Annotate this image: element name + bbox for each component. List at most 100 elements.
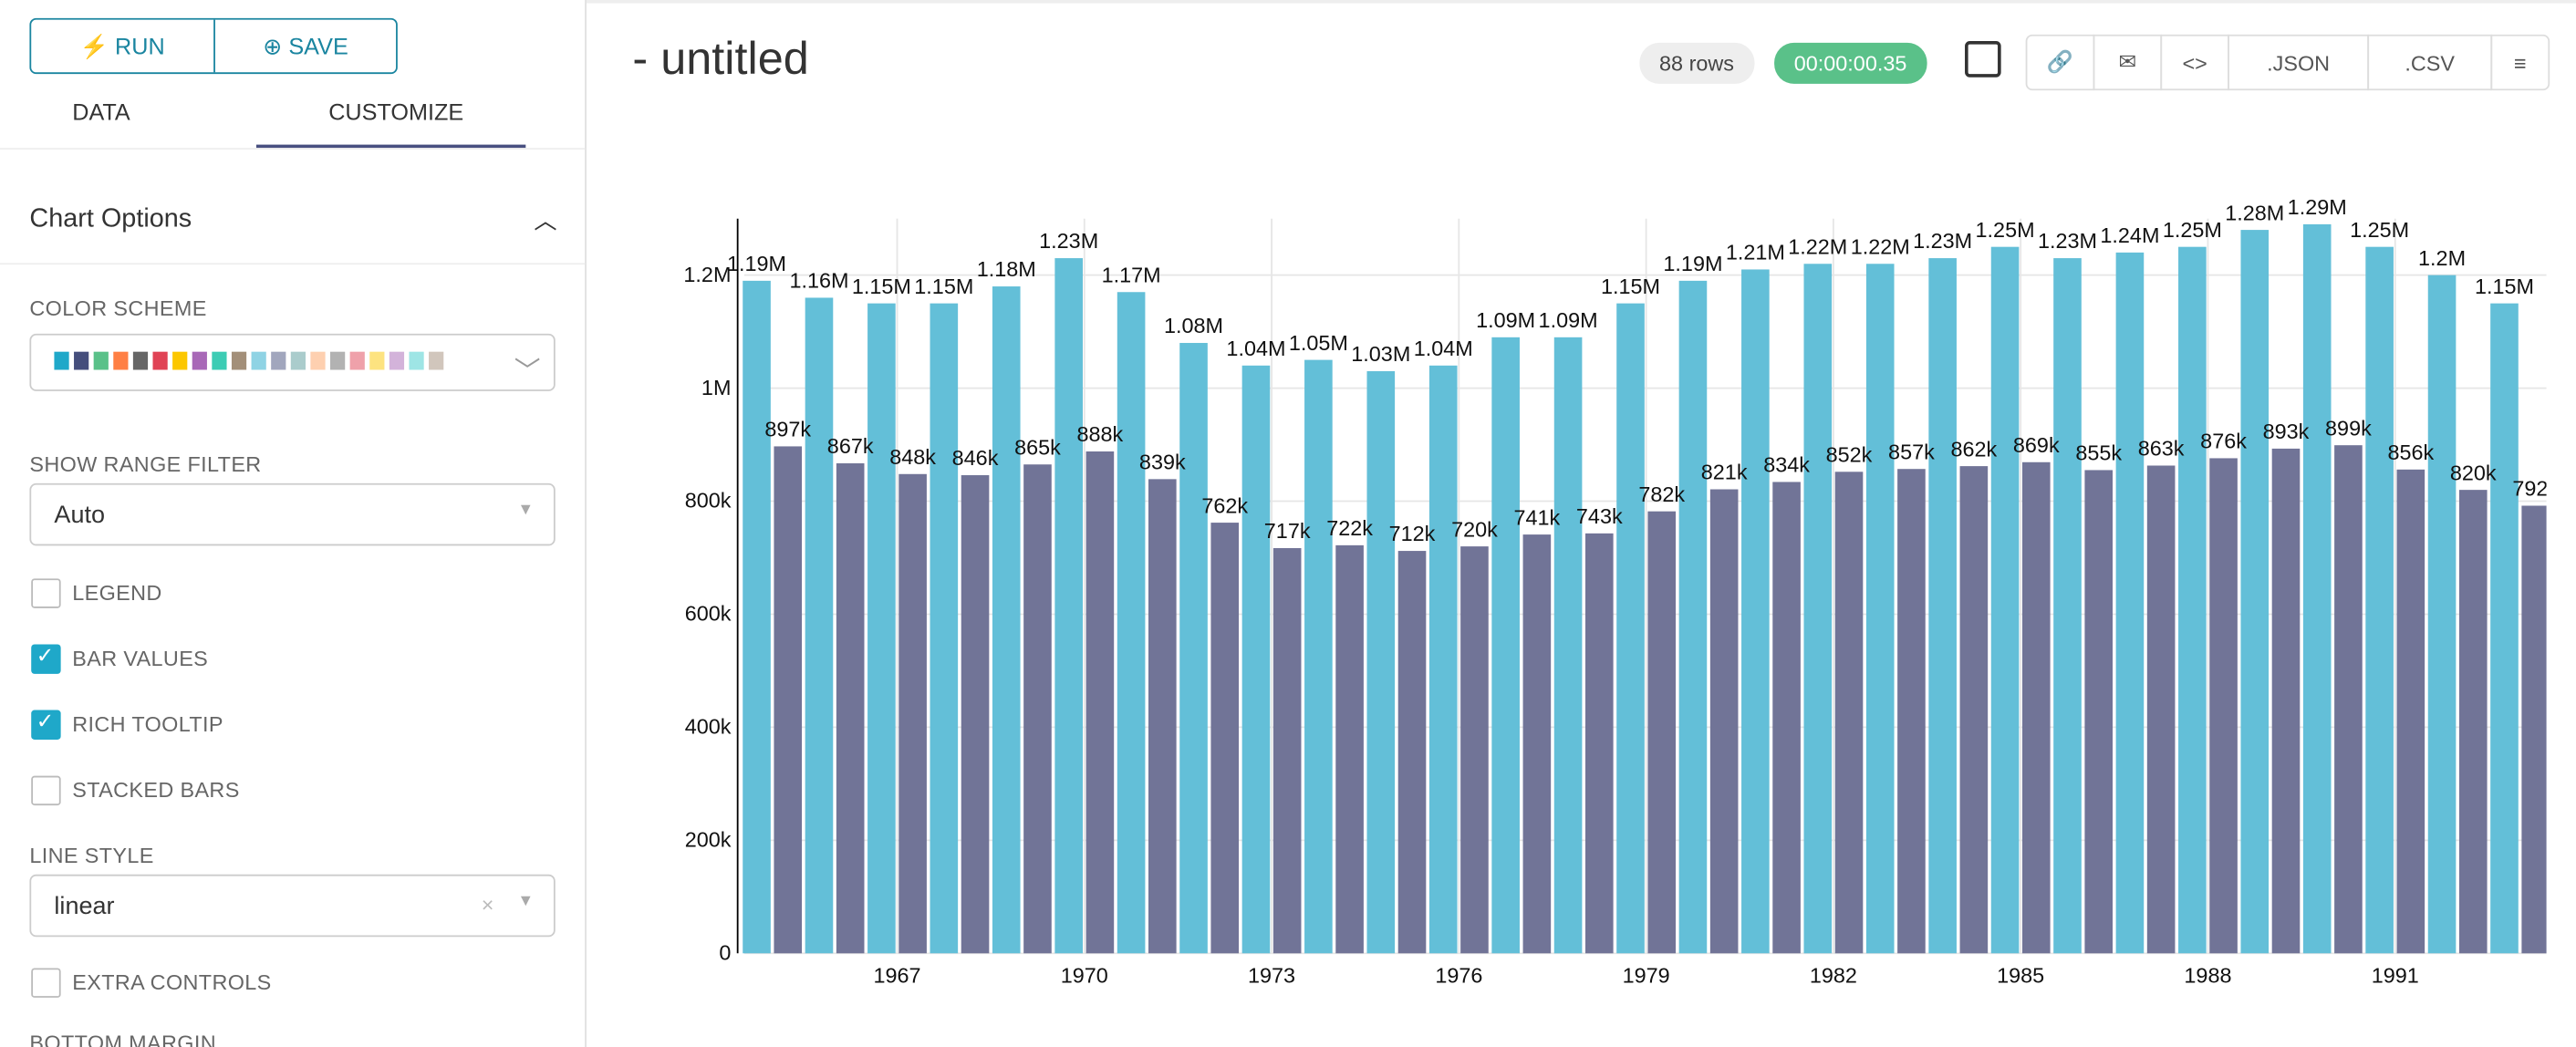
bar-value-label: 712k [1389, 522, 1436, 545]
bar-value-label: 782k [1638, 482, 1685, 506]
bar-value-label: 1.28M [2225, 201, 2284, 224]
bar-value-label: 865k [1014, 435, 1061, 459]
bar [1460, 546, 1489, 954]
bar-value-label: 717k [1264, 519, 1311, 543]
swatch [389, 351, 405, 370]
bar-value-label: 855k [2075, 441, 2122, 465]
bar [1584, 533, 1614, 954]
bar [2053, 258, 2082, 954]
bar-value-label: 1.18M [977, 257, 1036, 281]
bar [805, 297, 834, 954]
checkbox[interactable] [31, 775, 61, 806]
bar [2334, 445, 2363, 954]
swatch [330, 351, 346, 370]
bar-value-label: 846k [952, 446, 999, 470]
section-title[interactable]: Chart Options [29, 205, 192, 233]
bar-value-label: 869k [2013, 433, 2060, 457]
line-style-select[interactable]: linear × ▼ [29, 874, 556, 938]
bar-value-label: 1.23M [2038, 229, 2097, 253]
row-count: 88 rows [1639, 42, 1754, 84]
bar-value-label: 1.25M [2350, 218, 2409, 242]
tab[interactable]: CUSTOMIZE [328, 98, 464, 125]
bar [2240, 230, 2270, 954]
bar [2084, 470, 2114, 954]
bar [1803, 264, 1833, 954]
bar [1491, 337, 1520, 954]
chart-name[interactable]: - untitled [632, 33, 809, 84]
x-tick-label: 1988 [2184, 964, 2231, 988]
calendar-icon[interactable] [1965, 41, 2001, 78]
run-button[interactable]: ⚡ RUN [31, 19, 215, 73]
button-group: ⚡ RUN ⊕ SAVE [29, 17, 398, 75]
bar [2427, 275, 2457, 954]
bar [1117, 292, 1146, 954]
bar [1179, 343, 1208, 954]
field-label: LINE STYLE [29, 843, 154, 868]
field-label: BOTTOM MARGIN [29, 1030, 217, 1047]
swatch [113, 351, 129, 370]
swatch [74, 351, 89, 370]
save-label: SAVE [288, 33, 348, 59]
button-label: .JSON [2267, 49, 2331, 76]
bar [2302, 223, 2332, 954]
bar [1834, 472, 1864, 954]
bar-value-label: 1.04M [1226, 337, 1285, 360]
caret: ▼ [517, 501, 535, 520]
bar [1272, 547, 1302, 954]
checkbox-label: STACKED BARS [72, 777, 240, 803]
x-tick-label: 1973 [1248, 964, 1295, 988]
checkbox-label: LEGEND [72, 580, 162, 606]
caret: ▼ [517, 892, 535, 911]
swatch [310, 351, 326, 370]
bar-value-label: 897k [764, 418, 811, 441]
bar-value-label: 1.05M [1289, 331, 1348, 355]
checkbox[interactable]: ✓ [31, 643, 61, 674]
menu-button[interactable]: ≡ [2490, 34, 2550, 91]
bar [961, 475, 990, 954]
range-filter-select[interactable]: Auto ▼ [29, 482, 556, 546]
bar-value-label: 1.16M [789, 269, 848, 293]
bar [1428, 365, 1458, 954]
save-button[interactable]: ⊕ SAVE [263, 32, 348, 59]
swatch [251, 351, 266, 370]
bar-value-label: 1.03M [1351, 342, 1410, 366]
bar-value-label: 821k [1701, 461, 1748, 484]
swatches [54, 351, 448, 370]
bar [2021, 461, 2051, 954]
checkbox[interactable] [31, 968, 61, 998]
bar-value-label: 1.23M [1039, 229, 1098, 253]
x-tick-label: 1982 [1810, 964, 1857, 988]
bar-value-label: 1.15M [1601, 275, 1660, 298]
bar [1553, 337, 1583, 954]
collapse-icon[interactable]: ︿ [534, 207, 557, 233]
bar-value-label: 792k [2512, 477, 2559, 501]
tab[interactable]: DATA [72, 98, 130, 125]
color-scheme-select[interactable]: ﹀ [29, 333, 556, 391]
bar-value-label: 762k [1201, 493, 1248, 517]
bar-value-label: 1.25M [1976, 218, 2035, 242]
swatch [271, 351, 286, 370]
select-value: Auto [54, 501, 106, 530]
bar-value-label: 848k [889, 445, 936, 469]
x-tick-label: 1991 [2372, 964, 2419, 988]
clear-icon[interactable]: × [481, 892, 494, 917]
x-tick-label: 1967 [873, 964, 920, 988]
y-tick-label: 600k [685, 602, 732, 626]
bar-value-label: 820k [2450, 461, 2497, 484]
bar [1897, 469, 1926, 954]
swatch [349, 351, 365, 370]
bar-value-label: 893k [2263, 420, 2310, 443]
bar [1085, 451, 1115, 954]
bar [2271, 448, 2301, 954]
checkbox[interactable]: ✓ [31, 709, 61, 740]
bar [2115, 252, 2145, 954]
run-label: RUN [115, 33, 165, 59]
bar [1990, 246, 2020, 954]
bar [1148, 479, 1177, 954]
checkbox-label: BAR VALUES [72, 646, 209, 671]
bar [836, 463, 865, 954]
timer: 00:00:00.35 [1774, 42, 1927, 84]
checkbox[interactable] [31, 578, 61, 608]
bar-value-label: 741k [1514, 505, 1561, 529]
